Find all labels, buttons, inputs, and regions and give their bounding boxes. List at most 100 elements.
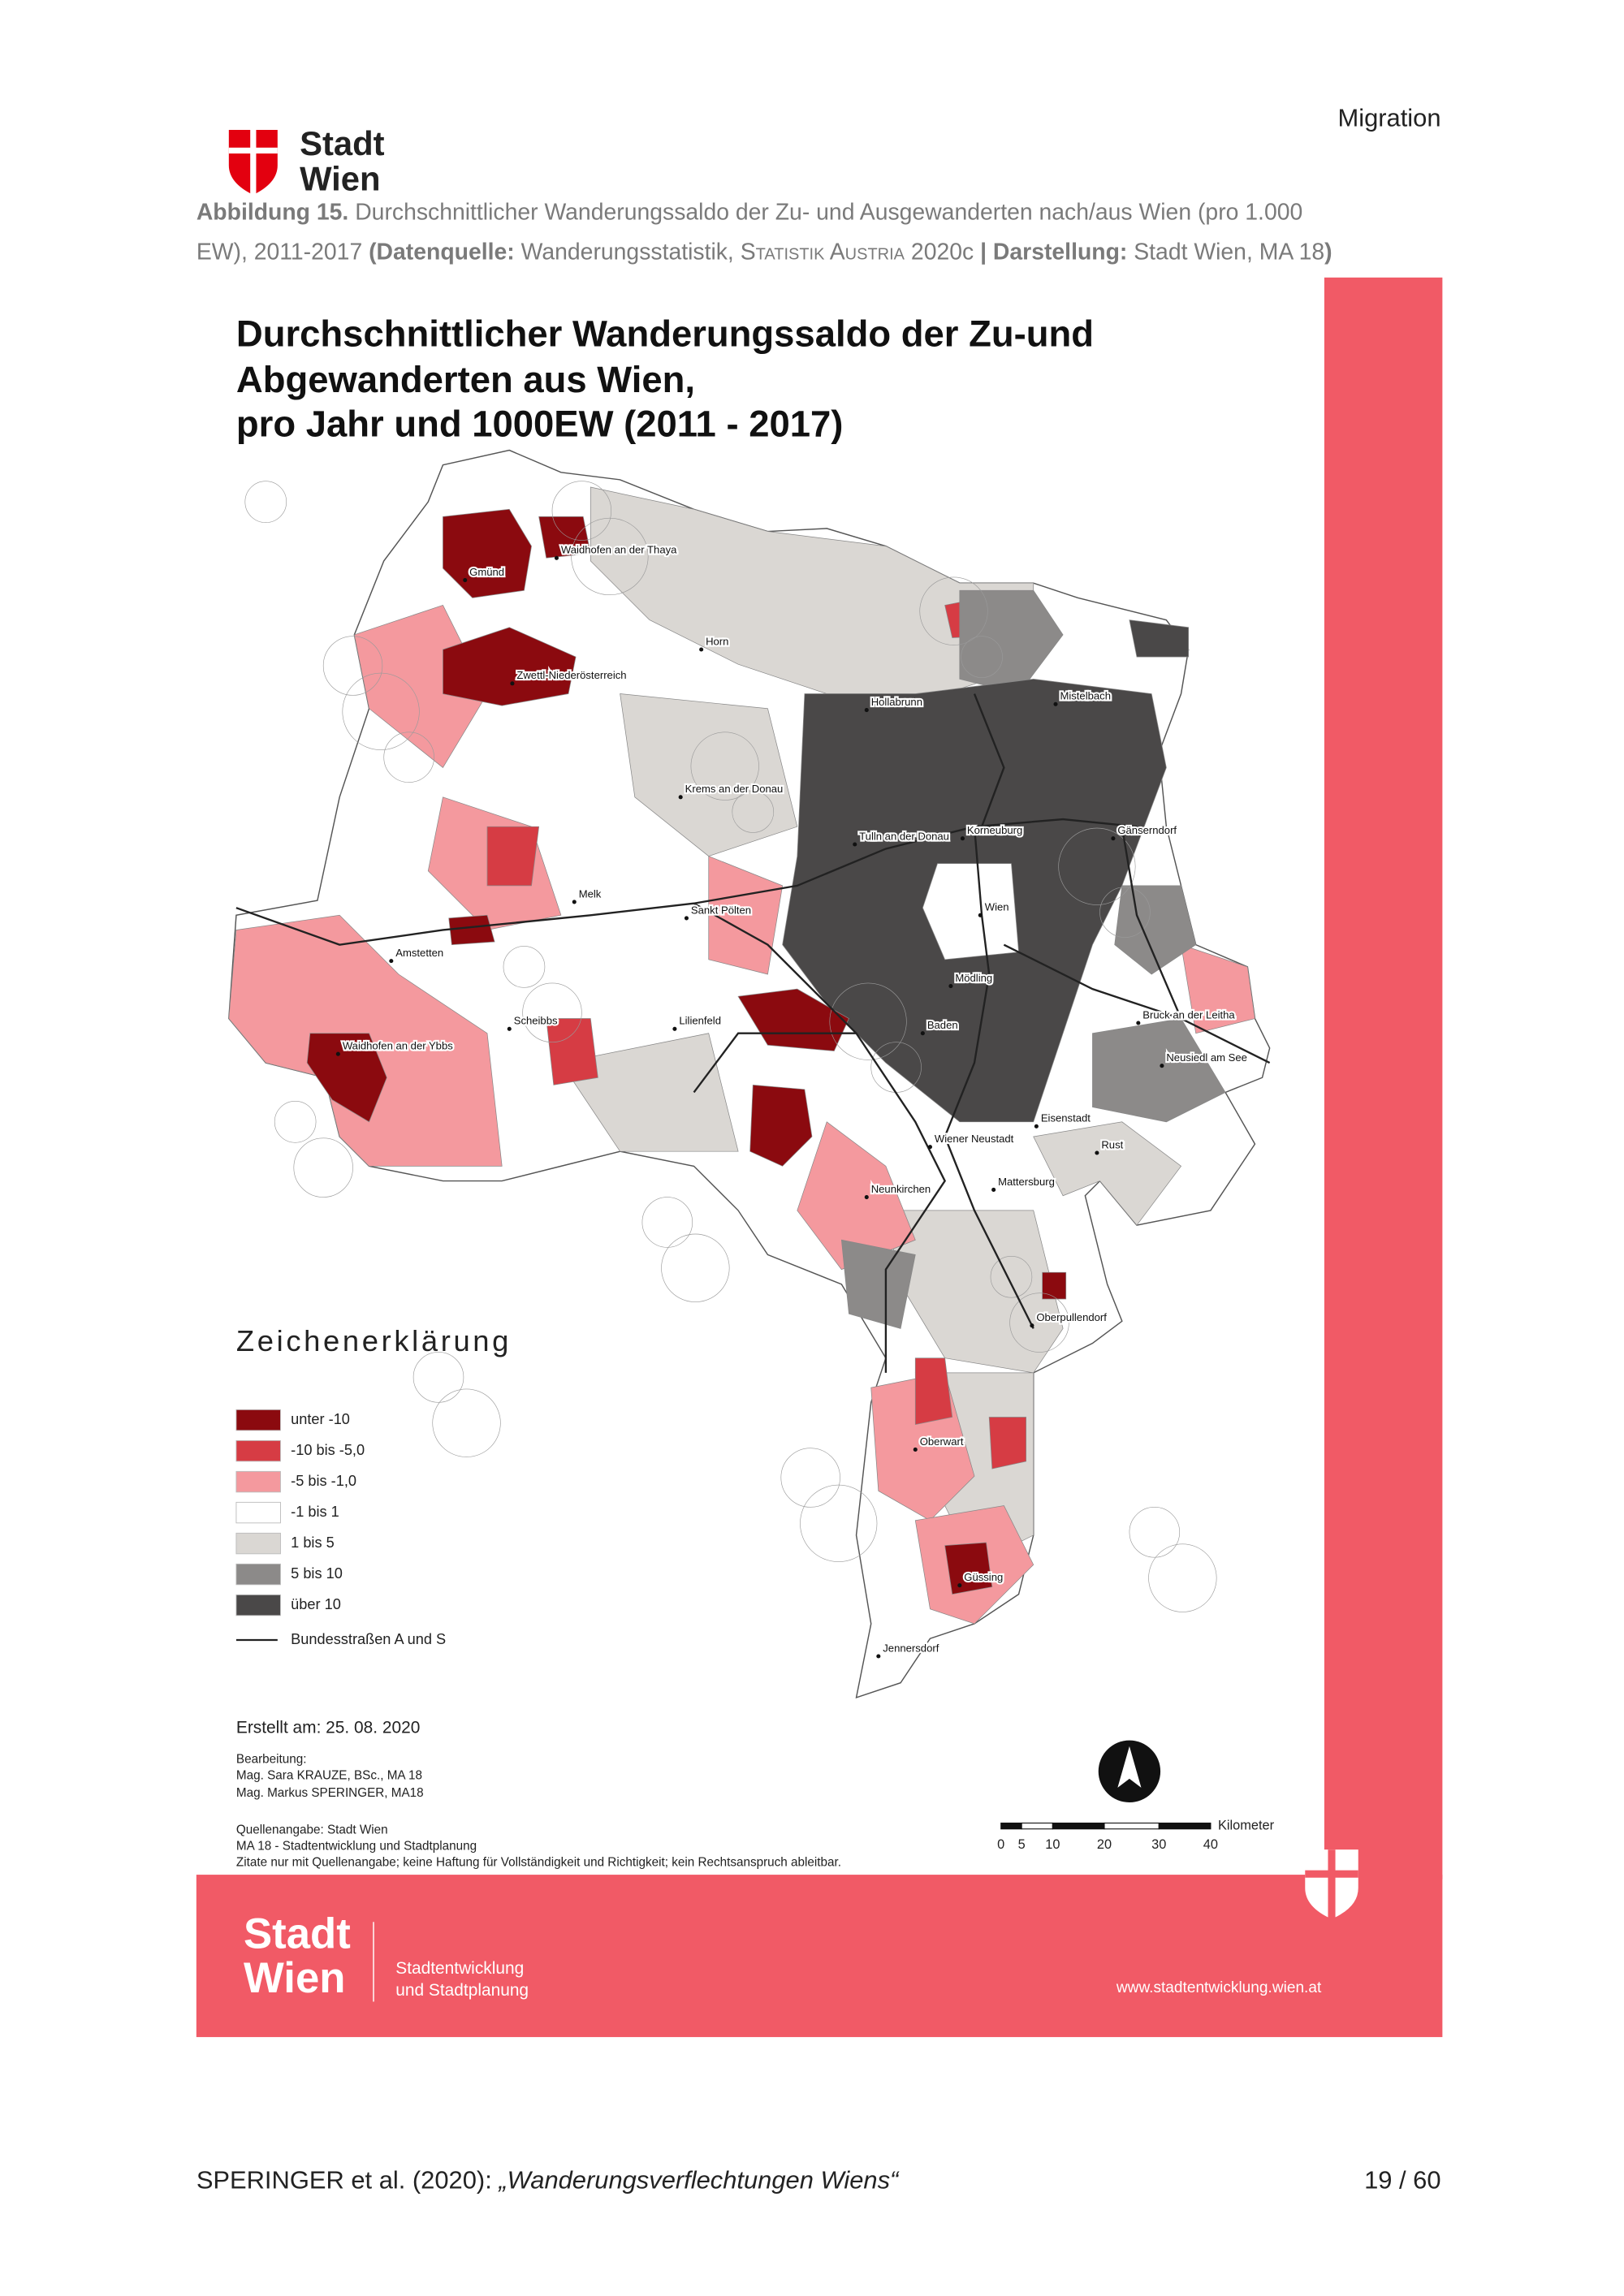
legend-label: -10 bis -5,0 (291, 1442, 365, 1458)
map-region (1092, 1018, 1226, 1123)
road (1121, 826, 1182, 1020)
place-label: Waidhofen an der Thaya (561, 544, 677, 556)
district-border (690, 732, 759, 801)
scale-label: 10 (1045, 1837, 1060, 1852)
place-dot (864, 708, 869, 713)
scale-bar: Kilometer 0 5 10 20 30 40 (997, 1818, 1274, 1852)
district-border (274, 1101, 317, 1143)
district-border (1099, 887, 1151, 938)
road (235, 818, 1138, 946)
caption-source-org: Statistik Austria (741, 240, 905, 265)
map-region (546, 1018, 598, 1085)
map-region (1129, 619, 1189, 658)
caption-credit-label: | Darstellung: (980, 240, 1127, 265)
caption-source-year: 2020c (911, 240, 974, 265)
place-label: Wien (985, 901, 1009, 913)
place-label: Amstetten (395, 947, 443, 959)
district-border (919, 576, 988, 645)
legend-label: über 10 (291, 1596, 341, 1612)
scale-segment (1021, 1822, 1053, 1830)
map-region (914, 1357, 953, 1425)
district-border (1148, 1543, 1217, 1612)
place-label: Gmünd (469, 566, 504, 578)
map-region (922, 863, 1019, 960)
district-border (342, 672, 420, 750)
place-dot (1111, 836, 1116, 841)
scale-label: 40 (1203, 1837, 1218, 1852)
map-region (840, 1239, 916, 1329)
source-line: MA 18 - Stadtentwicklung und Stadtplanun… (236, 1840, 477, 1854)
map-region (560, 1033, 739, 1152)
place-label: Eisenstadt (1041, 1112, 1091, 1124)
side-stripe (1324, 277, 1443, 1880)
place-dot (1053, 701, 1058, 706)
place-dot (684, 916, 689, 921)
caption-source: Wanderungsstatistik, (521, 240, 734, 265)
scale-segment (1104, 1822, 1160, 1830)
scale-label: 0 (997, 1837, 1004, 1852)
place-dot (978, 913, 983, 917)
editing-line: Mag. Sara KRAUZE, BSc., MA 18 (236, 1768, 422, 1782)
map-region (486, 826, 540, 887)
place-dot (927, 1145, 932, 1150)
caption-line: Abbildung 15. Durchschnittlicher Wanderu… (197, 200, 1302, 226)
map-region (443, 508, 532, 598)
place-label: Jennersdorf (883, 1642, 939, 1654)
legend-label: -1 bis 1 (291, 1504, 339, 1520)
map-title: Abgewanderten aus Wien, (236, 359, 695, 400)
district-border (412, 1352, 464, 1403)
caption-source-label: (Datenquelle: (369, 240, 515, 265)
district-border (961, 636, 1003, 678)
place-dot (1095, 1150, 1099, 1155)
road (693, 902, 947, 1373)
place-dot (920, 1031, 925, 1036)
legend: unter -10 -10 bis -5,0 -5 bis -1,0 -1 bis 1… (235, 1409, 446, 1647)
legend-swatch (235, 1439, 281, 1462)
map-region (988, 1417, 1026, 1470)
place-dot (510, 681, 515, 686)
district-border (551, 481, 612, 541)
map-region (443, 627, 577, 706)
map-region (538, 516, 591, 559)
scale-label: 5 (1018, 1837, 1026, 1852)
place-dot (389, 959, 394, 964)
map-region (448, 914, 495, 946)
map-region (1181, 944, 1255, 1034)
banner-url: www.stadtentwicklung.wien.at (1116, 1979, 1322, 1996)
editing-line: Mag. Markus SPERINGER, MA18 (236, 1786, 424, 1800)
legend-swatch (235, 1563, 281, 1586)
created-date: Erstellt am: 25. 08. 2020 (236, 1719, 420, 1737)
place-label: Mödling (955, 972, 992, 984)
road (973, 693, 1005, 827)
logo-text: Stadt (300, 124, 385, 162)
district-border (571, 517, 649, 596)
legend-title: Zeichenerklärung (236, 1324, 512, 1357)
place-label: Güssing (964, 1571, 1003, 1583)
banner-logo: Stadt (244, 1910, 351, 1957)
map: Gmünd Waidhofen an der Thaya Horn Zwettl-Ni… (228, 449, 1271, 1698)
map-region (1033, 1121, 1182, 1226)
north-arrow (1098, 1740, 1161, 1802)
map-region (749, 1084, 813, 1167)
place-dot (507, 1026, 512, 1031)
district-border (244, 481, 287, 523)
place-label: Oberwart (920, 1435, 964, 1448)
place-label: Gänserndorf (1117, 824, 1177, 836)
scale-segment (1052, 1822, 1105, 1830)
place-label: Scheibbs (514, 1015, 558, 1027)
district-border (322, 636, 383, 696)
place-dot (678, 795, 683, 800)
legend-swatch (235, 1501, 281, 1524)
legend-label: unter -10 (291, 1411, 350, 1427)
map-region (959, 589, 1064, 694)
caption-text: EW), 2011-2017 (197, 240, 362, 265)
scale-label: 30 (1151, 1837, 1166, 1852)
map-region (944, 1542, 993, 1595)
editing-line: Bearbeitung: (236, 1752, 307, 1766)
legend-swatch (235, 1594, 281, 1616)
district-border (800, 1484, 878, 1562)
place-dot (572, 900, 577, 904)
district-border (1129, 1507, 1181, 1558)
place-dot (853, 842, 857, 847)
